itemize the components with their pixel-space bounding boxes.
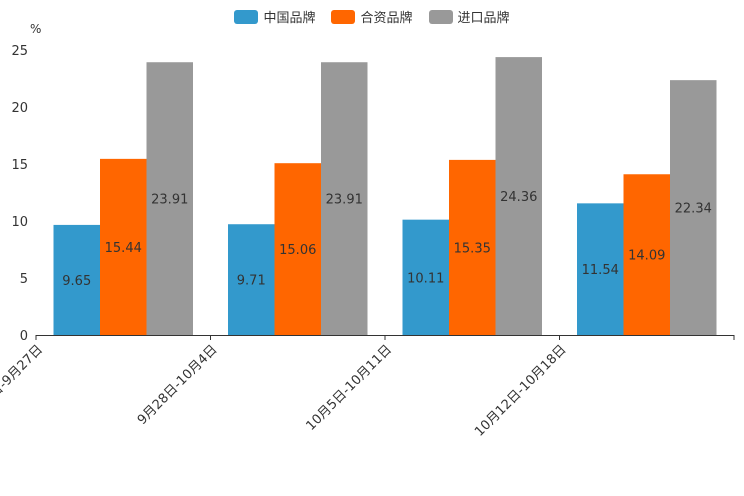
x-tick-label-1: 9月28日-10月4日 bbox=[135, 342, 221, 428]
bar-series0-cat2 bbox=[402, 219, 449, 335]
legend-label-joint: 合资品牌 bbox=[360, 11, 413, 26]
data-label-series2-cat1: 23.91 bbox=[326, 193, 363, 208]
bar-series1-cat0 bbox=[100, 158, 147, 335]
data-label-series1-cat1: 15.06 bbox=[279, 243, 316, 258]
x-tick-label-0: 9月21日-9月27日 bbox=[0, 342, 46, 428]
data-label-series0-cat0: 9.65 bbox=[62, 274, 91, 289]
data-label-series2-cat2: 24.36 bbox=[500, 190, 537, 205]
legend: 中国品牌 合资品牌 进口品牌 bbox=[0, 7, 744, 26]
data-label-series1-cat3: 14.09 bbox=[628, 249, 665, 264]
bar-series1-cat3 bbox=[623, 174, 670, 335]
y-tick-label-4: 20 bbox=[11, 101, 28, 116]
legend-label-china: 中国品牌 bbox=[263, 11, 316, 26]
data-label-series0-cat1: 9.71 bbox=[237, 274, 266, 289]
bar-series2-cat1 bbox=[321, 62, 368, 336]
y-axis-unit-label: % bbox=[30, 22, 41, 36]
data-label-series1-cat2: 15.35 bbox=[454, 241, 491, 256]
data-label-series2-cat3: 22.34 bbox=[675, 202, 712, 217]
legend-swatch-joint bbox=[331, 9, 356, 24]
legend-item-import[interactable]: 进口品牌 bbox=[428, 7, 510, 26]
bar-series2-cat2 bbox=[495, 57, 542, 335]
x-tick-label-3: 10月12日-10月18日 bbox=[472, 342, 569, 439]
data-label-series0-cat3: 11.54 bbox=[582, 263, 619, 278]
data-label-series2-cat0: 23.91 bbox=[151, 193, 188, 208]
data-label-series1-cat0: 15.44 bbox=[105, 241, 142, 256]
legend-label-import: 进口品牌 bbox=[457, 11, 510, 26]
bar-series1-cat1 bbox=[274, 163, 321, 335]
bar-series2-cat3 bbox=[670, 80, 717, 335]
data-label-series0-cat2: 10.11 bbox=[407, 271, 444, 286]
y-tick-label-2: 10 bbox=[11, 215, 28, 230]
x-tick-label-2: 10月5日-10月11日 bbox=[303, 342, 395, 434]
y-tick-label-5: 25 bbox=[11, 44, 28, 59]
legend-swatch-china bbox=[234, 9, 259, 24]
legend-swatch-import bbox=[428, 9, 453, 24]
bar-series0-cat1 bbox=[228, 224, 275, 335]
legend-item-joint[interactable]: 合资品牌 bbox=[331, 7, 413, 26]
bar-series0-cat3 bbox=[577, 203, 624, 335]
bar-series2-cat0 bbox=[146, 62, 193, 336]
bar-series1-cat2 bbox=[449, 159, 496, 335]
y-tick-label-3: 15 bbox=[11, 158, 28, 173]
bar-series0-cat0 bbox=[53, 224, 100, 335]
y-tick-label-0: 0 bbox=[20, 329, 28, 344]
y-tick-label-1: 5 bbox=[20, 272, 28, 287]
legend-item-china[interactable]: 中国品牌 bbox=[234, 7, 315, 26]
